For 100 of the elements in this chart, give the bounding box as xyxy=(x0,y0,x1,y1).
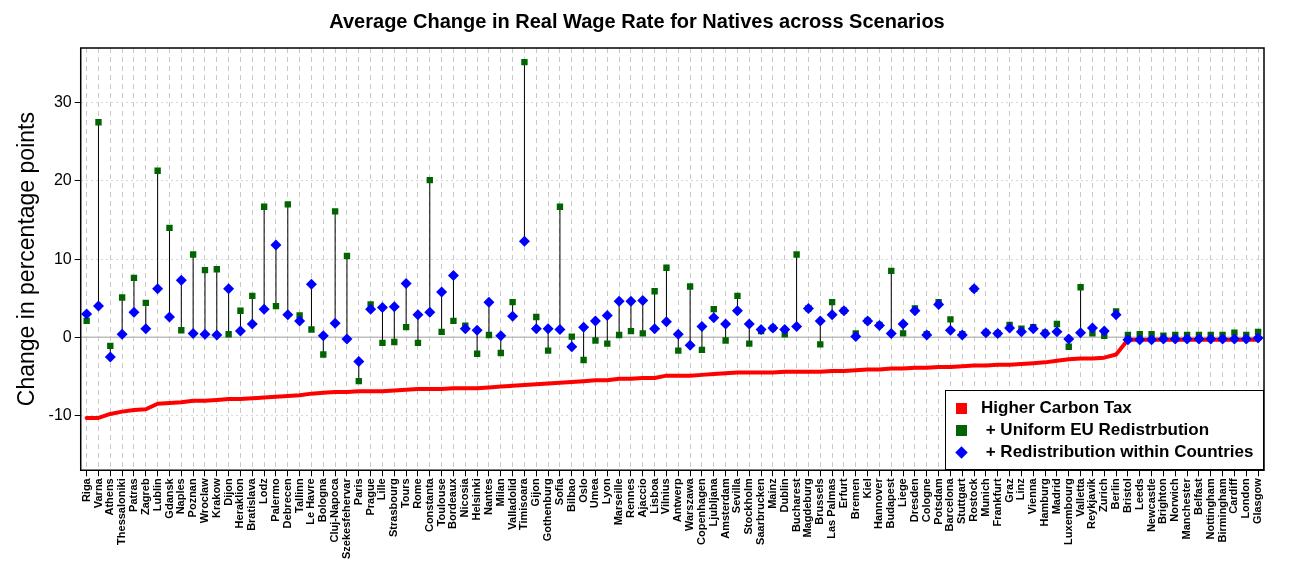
x-tick-label: Sevilla xyxy=(730,477,743,514)
x-tick-label: Erfurt xyxy=(836,477,849,509)
x-tick-label: Nantes xyxy=(481,478,494,515)
x-tick-label: Madrid xyxy=(1049,478,1062,515)
x-tick-label: Bremen xyxy=(848,478,861,520)
x-tick-label: Copenhagen xyxy=(694,478,707,545)
x-tick-label: Nicosia xyxy=(458,477,471,518)
x-tick-label: Lodz xyxy=(257,477,270,504)
x-tick-label: Prague xyxy=(363,478,376,516)
x-tick-label: Thessaloniki xyxy=(115,478,128,545)
x-tick-label: Bilbao xyxy=(564,478,577,512)
x-tick-label: Gdansk xyxy=(162,477,175,519)
x-tick-label: Marseille xyxy=(612,478,625,526)
x-tick-label: Linz xyxy=(1014,477,1027,501)
x-tick-label: Szekesfehervar xyxy=(339,477,352,560)
legend-label: Higher Carbon Tax xyxy=(981,397,1132,420)
x-tick-label: Constanta xyxy=(422,477,435,533)
x-tick-label: Le Havre xyxy=(304,478,317,525)
x-tick-label: Lyon xyxy=(600,478,613,505)
x-tick-label: Cluj-Napoca xyxy=(328,477,341,543)
x-tick-label: Cologne xyxy=(919,478,932,523)
y-tick-label: 0 xyxy=(62,327,72,345)
x-tick-label: Luxembourg xyxy=(1061,478,1074,545)
x-tick-label: Krakow xyxy=(209,477,222,519)
x-tick-label: Strasbourg xyxy=(387,478,400,537)
x-tick-label: Magdeburg xyxy=(801,478,814,538)
x-tick-label: Valladolid xyxy=(505,478,518,530)
x-tick-label: Athens xyxy=(103,478,116,516)
x-tick-label: Valletta xyxy=(1073,477,1086,517)
x-tick-label: Manchester xyxy=(1180,477,1193,540)
x-tick-label: Paris xyxy=(351,478,364,506)
x-tick-label: Milan xyxy=(493,478,506,507)
x-tick-label: Tours xyxy=(399,478,412,509)
x-tick-label: Brussels xyxy=(813,478,826,525)
x-tick-label: Hamburg xyxy=(1038,478,1051,527)
x-tick-label: Graz xyxy=(1002,477,1015,503)
x-tick-label: Bologna xyxy=(316,477,329,523)
x-tick-label: Vilnius xyxy=(659,478,672,515)
x-tick-label: Palermo xyxy=(269,478,281,522)
x-tick-label: Birmingham xyxy=(1215,478,1228,543)
x-tick-label: Debrecen xyxy=(280,478,293,529)
x-tick-label: Stockholm xyxy=(742,478,755,535)
x-tick-label: Gothenburg xyxy=(541,478,554,542)
x-tick-label: Heraklion xyxy=(233,478,246,529)
x-tick-label: Kiel xyxy=(860,478,873,499)
y-axis-title: Change in percentage points xyxy=(13,112,40,407)
x-tick-label: Reykjavik xyxy=(1085,477,1098,530)
x-tick-label: Belfast xyxy=(1191,477,1204,515)
x-tick-label: Nottingham xyxy=(1203,478,1216,540)
x-tick-label: Lisboa xyxy=(647,477,660,514)
x-tick-label: Umea xyxy=(588,477,601,509)
y-tick-label: 20 xyxy=(53,171,72,189)
x-tick-label: Saarbrucken xyxy=(754,478,767,545)
x-tick-label: Mainz xyxy=(765,477,778,509)
x-tick-label: Munich xyxy=(978,478,991,517)
x-tick-label: Glasgow xyxy=(1251,477,1264,525)
legend-label: + Uniform EU Redistrbution xyxy=(984,419,1210,442)
x-tick-label: Barcelona xyxy=(943,477,956,532)
x-tick-label: Tallinn xyxy=(292,478,305,513)
x-tick-label: Potsdam xyxy=(931,478,944,525)
x-tick-label: Liege xyxy=(896,478,909,508)
x-tick-label: Poznan xyxy=(186,478,199,518)
x-tick-label: Lublin xyxy=(150,478,163,512)
x-tick-label: Vienna xyxy=(1026,477,1039,515)
y-tick-label: -10 xyxy=(48,405,72,423)
x-tick-label: Amsterdam xyxy=(718,478,731,539)
y-tick-label: 10 xyxy=(53,249,72,267)
x-tick-label: Warszawa xyxy=(683,477,696,532)
x-tick-label: Las Palmas xyxy=(825,478,838,539)
x-tick-label: Stuttgart xyxy=(955,477,968,525)
x-tick-label: Bristol xyxy=(1120,478,1133,514)
x-tick-label: Bucharest xyxy=(789,477,802,533)
x-tick-label: Oslo xyxy=(576,478,589,503)
legend-label: + Redistribution within Countries xyxy=(984,441,1254,464)
x-tick-label: Cardiff xyxy=(1227,477,1240,514)
x-tick-label: Hannover xyxy=(872,477,885,530)
x-tick-label: London xyxy=(1239,478,1252,519)
x-tick-label: Budapest xyxy=(884,477,897,529)
x-tick-label: Leeds xyxy=(1132,478,1145,511)
x-tick-label: Timisoara xyxy=(517,477,530,531)
x-tick-label: Patras xyxy=(127,478,139,512)
chart-title: Average Change in Real Wage Rate for Natives across Scenarios xyxy=(329,9,945,32)
x-tick-label: Newcastle xyxy=(1144,478,1157,533)
y-tick-label: 30 xyxy=(53,93,72,111)
x-tick-label: Toulouse xyxy=(434,478,447,527)
x-tick-label: Bordeaux xyxy=(446,477,459,530)
x-tick-label: Brighton xyxy=(1156,478,1169,525)
x-tick-label: Rennes xyxy=(623,478,636,519)
x-tick-label: Antwerp xyxy=(671,478,684,523)
x-tick-label: Ljubljana xyxy=(706,477,719,527)
x-tick-label: Helsinki xyxy=(470,478,483,521)
x-tick-label: Dijon xyxy=(221,478,234,506)
x-tick-label: Rostock xyxy=(967,477,980,522)
x-tick-label: Dublin xyxy=(777,478,790,513)
x-tick-label: Frankfurt xyxy=(990,477,1003,527)
x-tick-label: Dresden xyxy=(907,478,920,523)
x-tick-label: Zurich xyxy=(1097,478,1110,512)
x-tick-label: Zagreb xyxy=(138,478,151,515)
x-tick-label: Riga xyxy=(79,477,92,503)
x-tick-label: Wroclaw xyxy=(198,477,210,524)
